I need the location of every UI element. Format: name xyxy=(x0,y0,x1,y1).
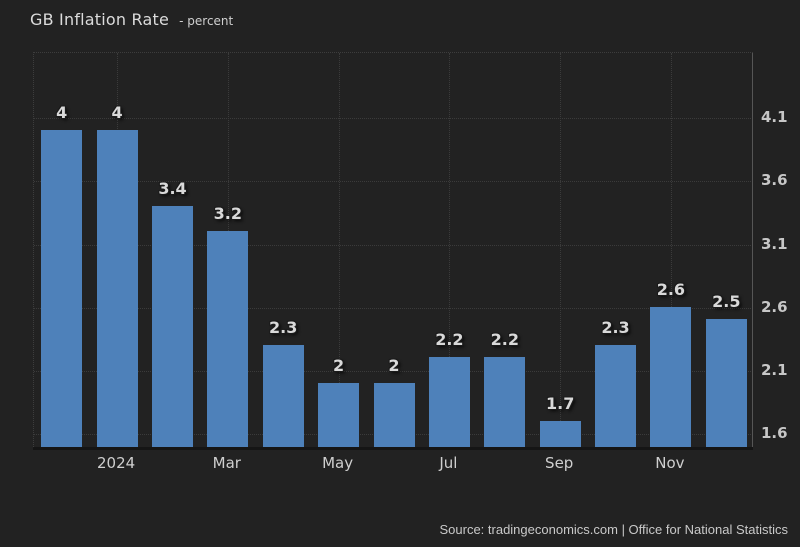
source-text: Source: tradingeconomics.com | Office fo… xyxy=(439,522,788,537)
gridline-horizontal xyxy=(34,307,753,309)
x-axis-tick-label: Nov xyxy=(655,454,685,472)
bar-value-label: 2 xyxy=(333,355,345,375)
bar-value-label: 1.7 xyxy=(546,393,575,413)
bar-9 xyxy=(484,357,526,447)
y-axis-tick-label: 3.1 xyxy=(761,234,788,253)
bar-value-label: 2.6 xyxy=(656,279,686,299)
gridline-vertical xyxy=(560,53,562,447)
y-axis-tick-label: 1.6 xyxy=(761,424,788,443)
bar-value-label: 2.5 xyxy=(712,292,741,312)
bar-5 xyxy=(262,344,304,447)
x-axis-tick-label: 2024 xyxy=(97,454,136,472)
gridline-horizontal xyxy=(34,118,753,120)
x-axis-line xyxy=(33,447,753,450)
bar-value-label: 4 xyxy=(56,102,68,122)
bar-8 xyxy=(428,357,470,447)
gridline-horizontal xyxy=(34,244,753,246)
bar-value-label: 2.2 xyxy=(490,330,519,350)
bar-3 xyxy=(152,205,193,447)
y-axis-tick-label: 3.6 xyxy=(761,171,788,190)
bar-10 xyxy=(539,420,581,447)
bar-value-label: 2.2 xyxy=(435,330,464,350)
bar-value-label: 3.2 xyxy=(213,203,242,223)
x-axis-tick-label: May xyxy=(322,454,354,472)
x-axis-tick-label: Sep xyxy=(545,454,574,472)
bar-value-label: 2.3 xyxy=(269,317,298,337)
chart-subtitle: - percent xyxy=(179,14,234,28)
gridline-vertical xyxy=(670,53,672,447)
bar-2 xyxy=(96,129,138,447)
bar-value-label: 4 xyxy=(111,102,123,122)
gridline-horizontal xyxy=(34,370,753,372)
gridline-horizontal xyxy=(34,181,753,183)
y-axis-tick-label: 4.1 xyxy=(761,108,788,127)
bar-6 xyxy=(318,382,360,447)
bar-11 xyxy=(595,344,636,447)
bar-value-label: 3.4 xyxy=(158,178,187,198)
y-axis-tick-label: 2.6 xyxy=(761,297,788,316)
y-axis-line xyxy=(752,53,753,447)
bar-1 xyxy=(41,129,83,447)
bar-7 xyxy=(373,382,415,447)
gridline-vertical xyxy=(338,53,340,447)
y-axis-tick-label: 2.1 xyxy=(761,360,788,379)
plot-area: 4 4 3.4 3.2 2.3 2 2 2.2 2.2 1.7 2.3 2.6 2.5 xyxy=(33,52,753,450)
chart-title: GB Inflation Rate xyxy=(30,10,170,29)
gridline-vertical xyxy=(449,53,451,447)
bar-13 xyxy=(705,319,747,447)
bar-value-label: 2.3 xyxy=(601,317,630,337)
x-axis-tick-label: Jul xyxy=(439,454,458,472)
bar-value-label: 2 xyxy=(388,355,400,375)
chart-header: GB Inflation Rate - percent xyxy=(30,10,233,29)
bar-12 xyxy=(650,306,692,447)
bar-4 xyxy=(207,230,249,447)
x-axis-tick-label: Mar xyxy=(212,454,241,472)
